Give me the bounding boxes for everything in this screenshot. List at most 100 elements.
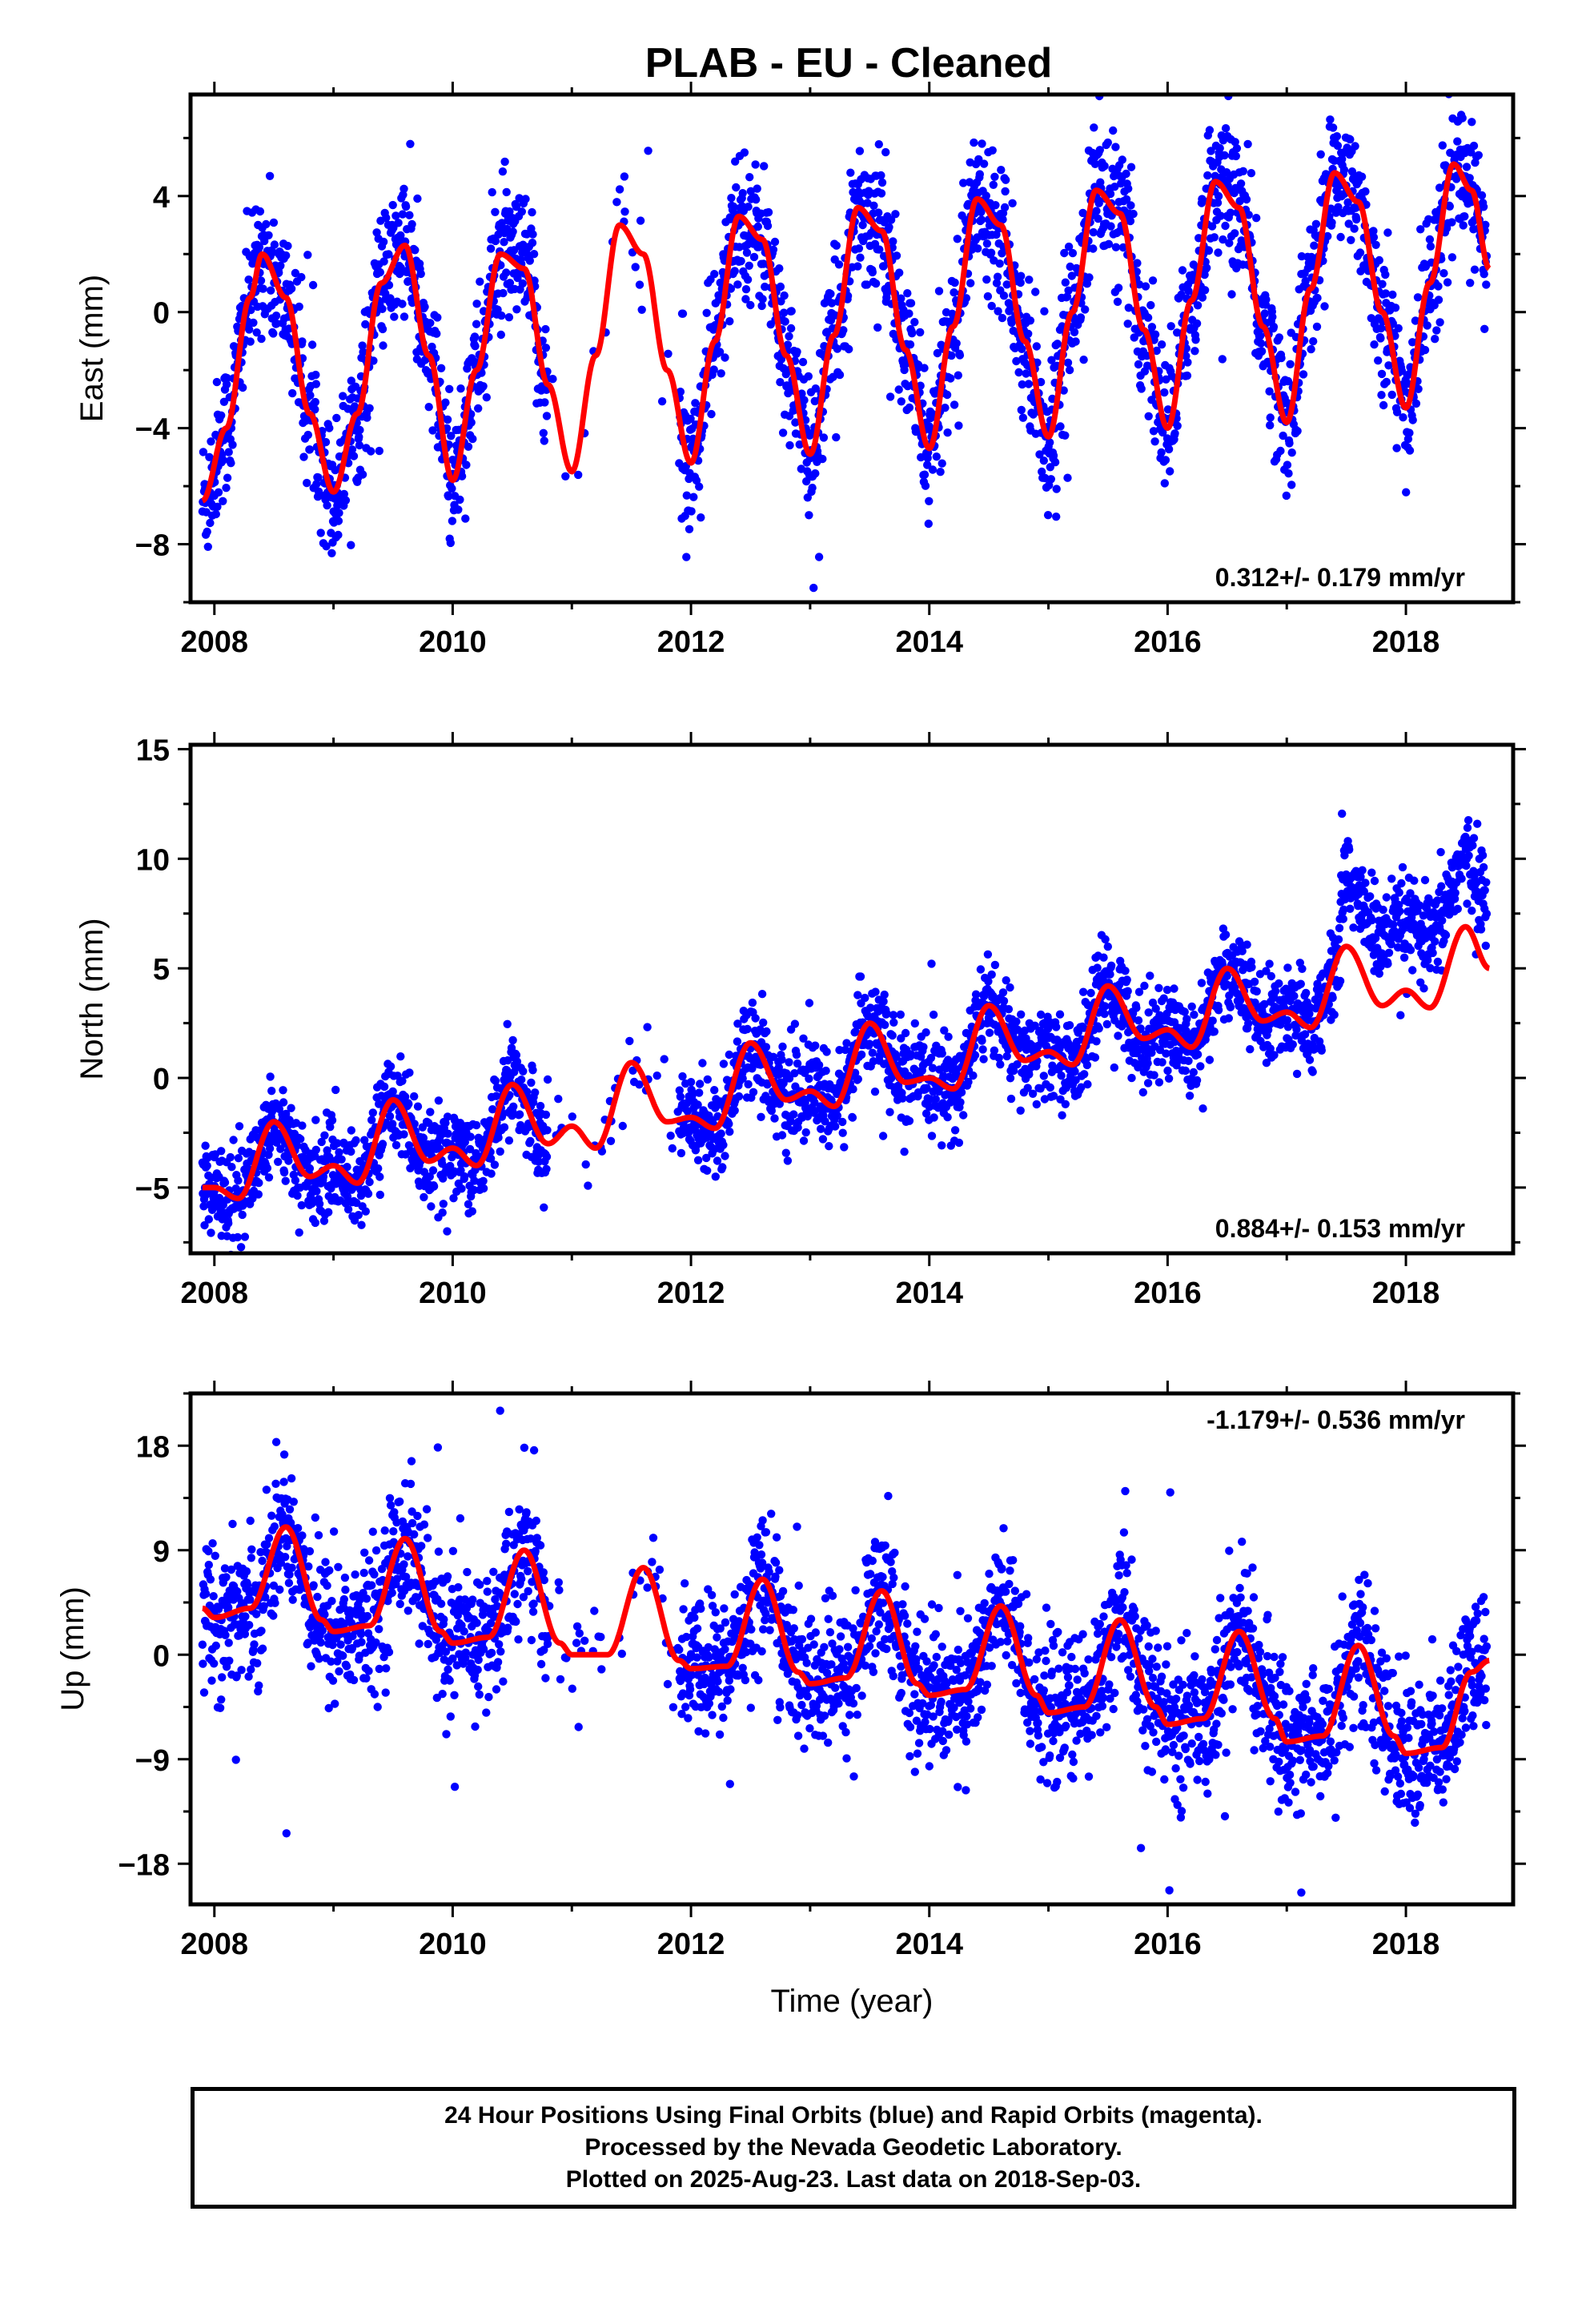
data-point xyxy=(1192,1076,1202,1085)
data-point xyxy=(504,1136,514,1145)
data-point xyxy=(897,294,905,303)
data-point xyxy=(554,1095,563,1104)
data-point xyxy=(1338,155,1347,163)
data-point xyxy=(964,1077,973,1087)
data-point xyxy=(488,1105,497,1114)
data-point xyxy=(644,147,652,155)
data-point xyxy=(1060,248,1069,258)
data-point xyxy=(657,397,667,406)
data-point xyxy=(1059,386,1068,395)
data-point xyxy=(738,1074,747,1083)
data-point xyxy=(1154,1078,1164,1087)
data-point xyxy=(678,309,688,318)
data-point xyxy=(805,999,814,1007)
data-point xyxy=(631,263,640,271)
data-point xyxy=(400,1130,408,1139)
data-point xyxy=(1320,302,1329,311)
data-point xyxy=(730,1106,739,1116)
data-point xyxy=(1381,270,1390,279)
data-point xyxy=(682,491,691,500)
data-point xyxy=(1092,1037,1101,1046)
data-point xyxy=(891,210,900,219)
data-point xyxy=(707,409,716,419)
data-point xyxy=(896,1010,905,1019)
data-point xyxy=(1035,450,1044,459)
data-point xyxy=(1205,1055,1215,1064)
data-point xyxy=(910,1019,920,1028)
data-point xyxy=(255,1178,263,1188)
data-point xyxy=(512,1051,521,1059)
data-point xyxy=(682,553,691,561)
data-point xyxy=(676,1092,685,1101)
data-point xyxy=(206,518,215,528)
data-point xyxy=(236,1243,246,1252)
data-point xyxy=(753,222,762,231)
data-point xyxy=(327,1116,337,1125)
data-point xyxy=(1480,270,1488,279)
data-point xyxy=(1279,431,1287,440)
data-point xyxy=(283,241,292,251)
data-point xyxy=(780,291,789,300)
data-point xyxy=(410,1120,419,1128)
data-point xyxy=(485,1116,495,1125)
data-point xyxy=(964,199,973,208)
data-point xyxy=(990,172,999,181)
data-point xyxy=(420,1192,428,1202)
data-point xyxy=(325,424,334,432)
data-point xyxy=(816,1124,825,1133)
data-point xyxy=(1083,1080,1092,1089)
data-point xyxy=(1227,290,1236,299)
data-point xyxy=(635,1080,644,1089)
data-point xyxy=(248,1194,257,1203)
data-point xyxy=(957,1088,966,1097)
data-point xyxy=(235,1122,244,1131)
data-point xyxy=(391,211,400,220)
data-point xyxy=(978,1045,987,1054)
data-point xyxy=(1183,358,1192,367)
data-point xyxy=(199,448,208,456)
data-point xyxy=(1090,159,1100,168)
data-point xyxy=(384,250,393,259)
data-point xyxy=(1000,203,1010,212)
data-point xyxy=(1090,123,1098,132)
data-point xyxy=(217,1147,226,1156)
data-point xyxy=(263,1164,272,1172)
data-point xyxy=(1132,1003,1141,1012)
data-point xyxy=(1071,337,1080,346)
data-point xyxy=(224,1219,233,1228)
data-point xyxy=(940,1026,949,1035)
data-point xyxy=(933,348,942,358)
data-point xyxy=(1040,307,1049,316)
data-point xyxy=(256,276,266,285)
data-point xyxy=(401,202,411,211)
data-point xyxy=(1397,366,1407,376)
data-point xyxy=(267,1107,276,1116)
data-point xyxy=(213,502,222,511)
data-point xyxy=(943,428,952,437)
data-point xyxy=(955,351,965,360)
data-point xyxy=(379,1082,389,1092)
data-point xyxy=(810,1098,819,1107)
data-point xyxy=(793,348,801,356)
data-point xyxy=(1053,340,1062,348)
data-point xyxy=(396,231,405,240)
data-point xyxy=(378,324,387,334)
data-point xyxy=(1102,1019,1112,1029)
data-point xyxy=(1369,233,1379,242)
data-point xyxy=(905,403,914,412)
data-point xyxy=(229,1136,238,1144)
data-point xyxy=(759,1018,768,1027)
data-point xyxy=(220,1178,230,1187)
data-point xyxy=(1094,199,1103,207)
data-point xyxy=(783,1156,793,1165)
data-point xyxy=(227,459,235,468)
data-point xyxy=(1124,304,1134,312)
data-point xyxy=(926,1053,936,1063)
data-point xyxy=(500,1123,509,1132)
data-point xyxy=(1124,184,1133,193)
data-point xyxy=(863,199,872,207)
data-point xyxy=(889,1011,898,1019)
data-point xyxy=(952,339,961,348)
data-point xyxy=(752,195,761,204)
data-point xyxy=(1262,295,1271,304)
